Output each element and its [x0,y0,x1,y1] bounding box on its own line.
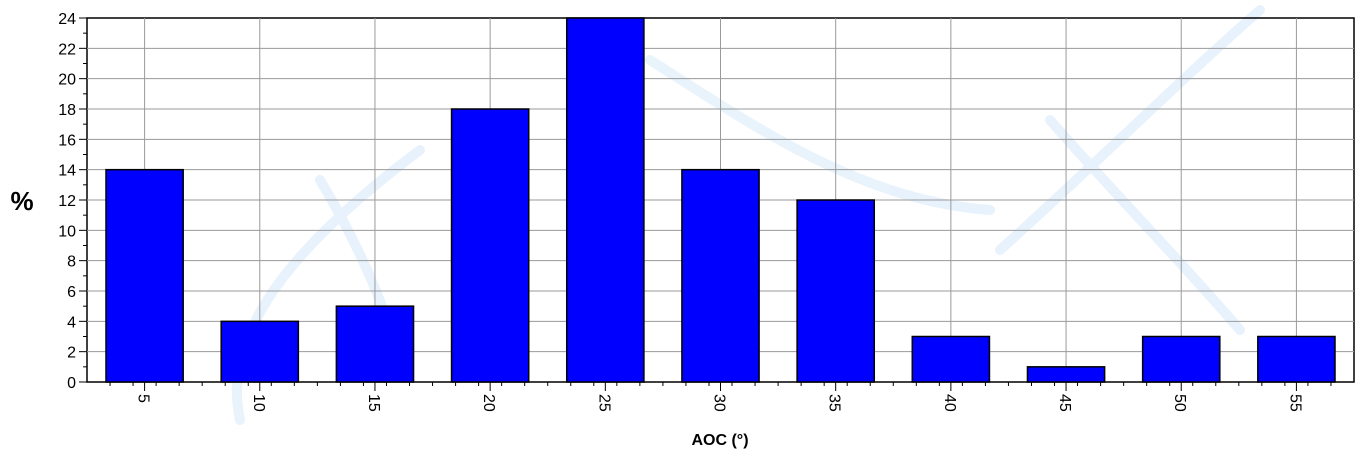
x-tick-label: 20 [480,394,497,412]
background-watermark [231,5,1265,425]
y-tick-label: 6 [67,284,76,301]
bar-40 [911,335,991,383]
x-tick-label: 45 [1056,394,1073,412]
x-tick-label: 5 [135,394,152,403]
x-tick-label: 10 [250,394,267,412]
y-tick-label: 18 [58,102,76,119]
y-tick-label: 16 [58,132,76,149]
bar-55 [1257,335,1336,383]
y-tick-label: 2 [67,345,76,362]
y-tick-label: 20 [58,72,76,89]
bar-30 [681,168,760,383]
x-axis: 5 10 15 20 25 30 35 40 45 50 55 [109,382,1332,412]
bar-45 [1026,366,1106,383]
x-tick-label: 50 [1171,394,1188,412]
y-tick-label: 4 [67,314,76,331]
x-tick-label: 40 [941,394,958,412]
y-tick-label: 22 [58,41,76,58]
y-tick-label: 14 [58,163,76,180]
y-tick-label: 8 [67,254,76,271]
y-axis-title: % [10,186,33,216]
bar-35 [796,199,876,383]
x-tick-label: 55 [1286,394,1303,412]
bar-5 [105,168,184,383]
bars [105,17,1336,383]
y-tick-label: 0 [67,375,76,392]
x-tick-label: 35 [826,394,843,412]
bar-10 [220,320,300,383]
bar-15 [335,305,415,383]
bar-50 [1141,335,1221,383]
y-tick-label: 24 [58,11,76,28]
y-tick-label: 12 [58,193,76,210]
x-tick-label: 25 [595,394,612,412]
bar-25 [565,17,645,383]
x-axis-title: AOC (°) [691,432,748,449]
bar-20 [450,108,530,383]
x-tick-label: 15 [365,394,382,412]
y-tick-label: 10 [58,223,76,240]
x-tick-label: 30 [711,394,728,412]
